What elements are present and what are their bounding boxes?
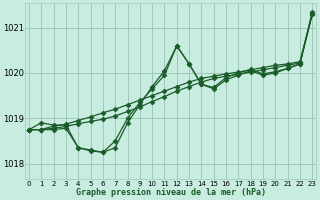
X-axis label: Graphe pression niveau de la mer (hPa): Graphe pression niveau de la mer (hPa) [76, 188, 266, 197]
